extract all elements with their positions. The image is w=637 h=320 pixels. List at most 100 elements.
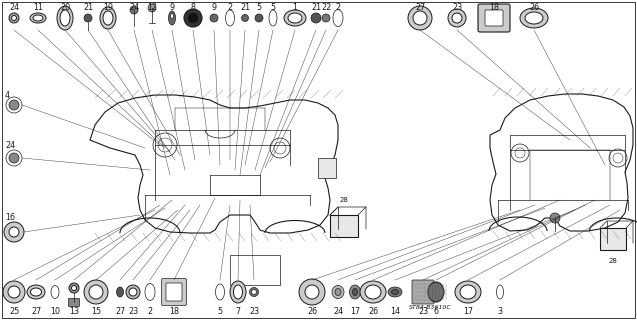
- Ellipse shape: [33, 15, 43, 21]
- Ellipse shape: [388, 287, 402, 297]
- Ellipse shape: [69, 283, 79, 293]
- Ellipse shape: [126, 285, 140, 299]
- Ellipse shape: [3, 281, 25, 303]
- Ellipse shape: [51, 285, 59, 299]
- Text: 7: 7: [236, 307, 241, 316]
- Text: 19: 19: [103, 3, 113, 12]
- Ellipse shape: [184, 9, 202, 27]
- Ellipse shape: [215, 284, 224, 300]
- Ellipse shape: [71, 285, 76, 291]
- Text: 4: 4: [5, 91, 10, 100]
- Ellipse shape: [352, 289, 357, 295]
- Ellipse shape: [335, 289, 341, 295]
- Text: 5: 5: [271, 3, 276, 12]
- Text: 2: 2: [336, 3, 341, 12]
- Text: 12: 12: [147, 3, 157, 12]
- Text: 13: 13: [69, 307, 79, 316]
- Text: 5: 5: [257, 3, 262, 12]
- Ellipse shape: [428, 282, 444, 302]
- Text: 15: 15: [91, 307, 101, 316]
- Circle shape: [9, 153, 19, 163]
- Text: 27: 27: [31, 307, 41, 316]
- Ellipse shape: [84, 280, 108, 304]
- Ellipse shape: [57, 6, 73, 30]
- Text: 27: 27: [415, 3, 425, 12]
- Ellipse shape: [250, 287, 259, 297]
- Text: 23: 23: [249, 307, 259, 316]
- Ellipse shape: [299, 279, 325, 305]
- Text: 10: 10: [50, 307, 60, 316]
- Text: 27: 27: [115, 307, 125, 316]
- Text: 16: 16: [5, 213, 15, 222]
- Ellipse shape: [30, 13, 46, 23]
- Ellipse shape: [11, 15, 17, 20]
- Ellipse shape: [8, 286, 20, 298]
- Ellipse shape: [9, 13, 19, 23]
- Ellipse shape: [145, 284, 155, 300]
- Text: 22: 22: [321, 3, 331, 12]
- Ellipse shape: [284, 10, 306, 26]
- Text: 20: 20: [60, 3, 70, 12]
- Circle shape: [322, 14, 330, 22]
- Ellipse shape: [27, 285, 45, 299]
- Circle shape: [550, 213, 560, 223]
- Ellipse shape: [365, 285, 381, 299]
- Text: 21: 21: [83, 3, 93, 12]
- Text: 5: 5: [217, 307, 222, 316]
- Ellipse shape: [31, 288, 41, 296]
- Text: 28: 28: [340, 197, 348, 203]
- Ellipse shape: [230, 281, 246, 303]
- Text: 25: 25: [9, 307, 19, 316]
- Ellipse shape: [100, 7, 116, 29]
- Text: 23: 23: [452, 3, 462, 12]
- Text: 3: 3: [497, 307, 503, 316]
- Text: 28: 28: [608, 258, 617, 264]
- Ellipse shape: [252, 290, 257, 294]
- Ellipse shape: [89, 285, 103, 299]
- Ellipse shape: [288, 13, 302, 23]
- Text: 24: 24: [9, 3, 19, 12]
- Text: 6: 6: [434, 307, 438, 316]
- Text: 18: 18: [169, 307, 179, 316]
- Ellipse shape: [360, 281, 386, 303]
- Ellipse shape: [60, 10, 70, 26]
- Text: 26: 26: [307, 307, 317, 316]
- Bar: [230, 255, 280, 285]
- Bar: [600, 228, 626, 250]
- FancyBboxPatch shape: [485, 10, 503, 26]
- Ellipse shape: [460, 285, 476, 299]
- Ellipse shape: [169, 11, 176, 25]
- Text: 1: 1: [292, 3, 297, 12]
- Ellipse shape: [448, 9, 466, 27]
- Circle shape: [148, 4, 156, 12]
- Ellipse shape: [4, 222, 24, 242]
- Ellipse shape: [333, 10, 343, 27]
- Text: 18: 18: [489, 3, 499, 12]
- Text: 21: 21: [240, 3, 250, 12]
- Ellipse shape: [234, 285, 243, 299]
- Ellipse shape: [525, 12, 543, 24]
- Text: 9: 9: [169, 3, 175, 12]
- Ellipse shape: [520, 8, 548, 28]
- Bar: [330, 215, 358, 237]
- FancyBboxPatch shape: [162, 278, 187, 306]
- Ellipse shape: [225, 10, 234, 26]
- Text: 21: 21: [311, 3, 321, 12]
- Text: 24: 24: [5, 140, 15, 149]
- Ellipse shape: [392, 290, 399, 294]
- Ellipse shape: [9, 227, 19, 237]
- Ellipse shape: [305, 285, 319, 299]
- Text: 24: 24: [333, 307, 343, 316]
- Circle shape: [130, 6, 138, 14]
- Circle shape: [210, 14, 218, 22]
- Ellipse shape: [455, 281, 481, 303]
- Ellipse shape: [452, 13, 462, 23]
- Circle shape: [9, 100, 19, 110]
- Ellipse shape: [350, 285, 361, 299]
- Circle shape: [255, 14, 263, 22]
- Text: 17: 17: [350, 307, 360, 316]
- Text: 8: 8: [190, 3, 196, 12]
- Text: 23: 23: [128, 307, 138, 316]
- Ellipse shape: [332, 285, 344, 299]
- Text: 17: 17: [463, 307, 473, 316]
